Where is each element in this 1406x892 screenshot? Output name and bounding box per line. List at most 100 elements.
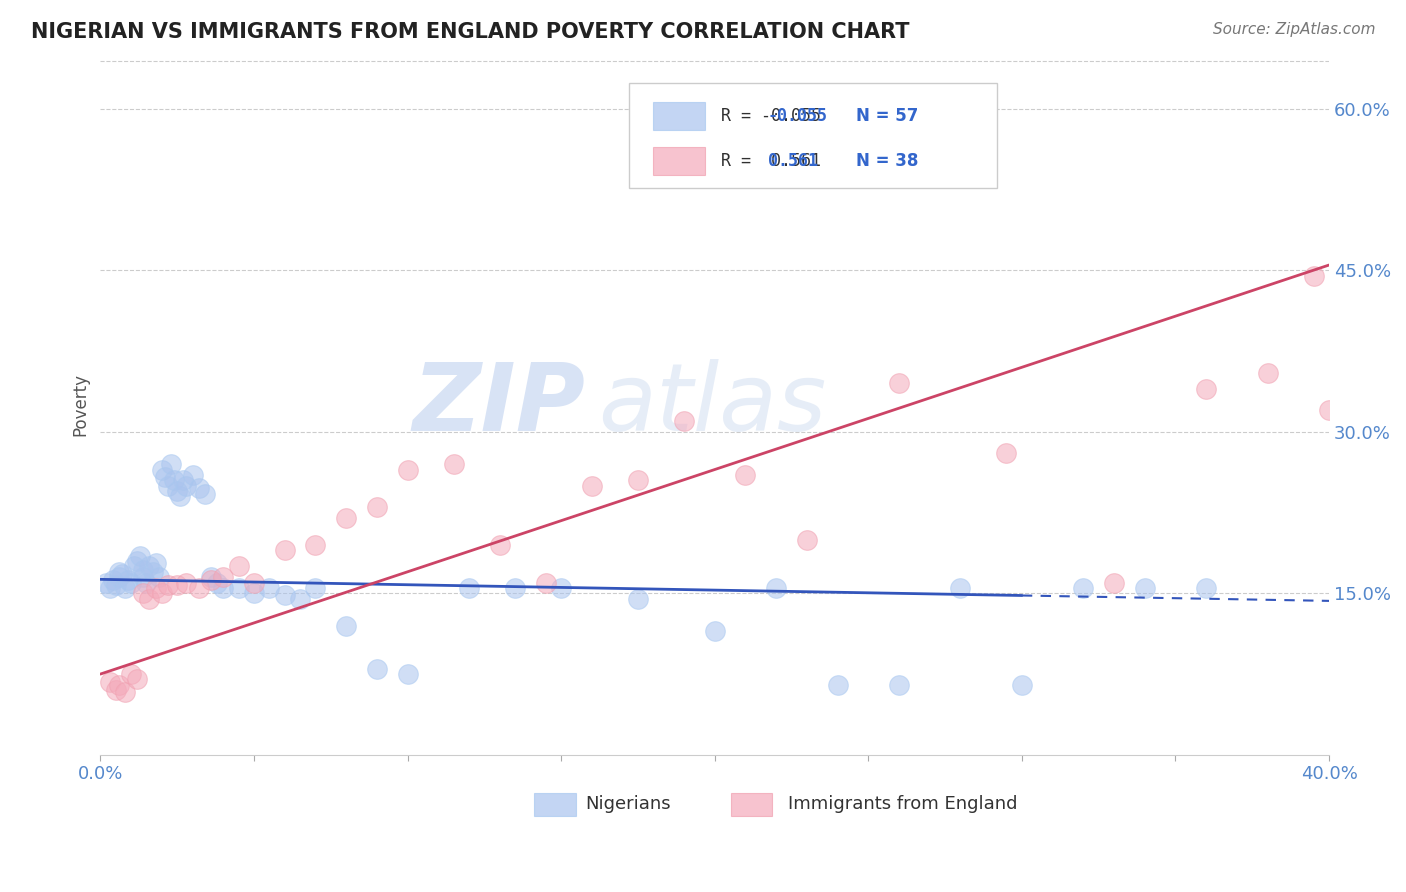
Text: NIGERIAN VS IMMIGRANTS FROM ENGLAND POVERTY CORRELATION CHART: NIGERIAN VS IMMIGRANTS FROM ENGLAND POVE… bbox=[31, 22, 910, 42]
Text: -0.055: -0.055 bbox=[768, 107, 828, 125]
Point bbox=[243, 586, 266, 600]
Y-axis label: Poverty: Poverty bbox=[72, 374, 89, 436]
Point bbox=[156, 578, 179, 592]
Point bbox=[550, 581, 572, 595]
FancyBboxPatch shape bbox=[731, 793, 772, 815]
Point bbox=[503, 581, 526, 595]
Point bbox=[169, 490, 191, 504]
Point bbox=[160, 457, 183, 471]
Point bbox=[132, 563, 155, 577]
Point bbox=[534, 575, 557, 590]
Text: R =  0.561: R = 0.561 bbox=[721, 153, 821, 170]
FancyBboxPatch shape bbox=[654, 102, 704, 130]
Point bbox=[145, 581, 167, 595]
Point bbox=[114, 581, 136, 595]
Point bbox=[111, 566, 134, 581]
Point bbox=[1257, 366, 1279, 380]
Point bbox=[273, 589, 295, 603]
Point bbox=[366, 662, 388, 676]
Point bbox=[335, 511, 357, 525]
FancyBboxPatch shape bbox=[534, 793, 576, 815]
Point bbox=[104, 578, 127, 592]
FancyBboxPatch shape bbox=[628, 83, 997, 188]
Point bbox=[1133, 581, 1156, 595]
Point bbox=[200, 574, 222, 588]
Point bbox=[212, 570, 235, 584]
Point bbox=[142, 565, 165, 579]
Point bbox=[117, 574, 139, 588]
Text: N = 38: N = 38 bbox=[856, 153, 918, 170]
Point bbox=[127, 673, 149, 687]
Point bbox=[114, 685, 136, 699]
Point bbox=[627, 591, 650, 606]
Text: Immigrants from England: Immigrants from England bbox=[789, 795, 1018, 813]
Point bbox=[949, 581, 972, 595]
Point bbox=[153, 470, 176, 484]
Point bbox=[150, 586, 173, 600]
Point bbox=[166, 578, 188, 592]
Point bbox=[98, 581, 121, 595]
Point bbox=[887, 678, 910, 692]
Point bbox=[107, 565, 129, 579]
Point bbox=[107, 678, 129, 692]
Point bbox=[228, 581, 250, 595]
Point bbox=[887, 376, 910, 391]
Point bbox=[765, 581, 787, 595]
Point bbox=[581, 479, 603, 493]
Point bbox=[995, 446, 1018, 460]
Point bbox=[138, 559, 160, 574]
Point bbox=[120, 575, 142, 590]
Point bbox=[194, 487, 217, 501]
Point bbox=[176, 479, 198, 493]
Point bbox=[335, 618, 357, 632]
Point bbox=[458, 581, 481, 595]
Text: 0.561: 0.561 bbox=[768, 153, 817, 170]
Point bbox=[132, 586, 155, 600]
FancyBboxPatch shape bbox=[654, 147, 704, 176]
Point bbox=[205, 575, 228, 590]
Point bbox=[122, 559, 145, 574]
Point bbox=[443, 457, 465, 471]
Point bbox=[176, 575, 198, 590]
Point bbox=[104, 683, 127, 698]
Point bbox=[166, 484, 188, 499]
Point bbox=[273, 543, 295, 558]
Point bbox=[259, 581, 281, 595]
Point bbox=[172, 473, 194, 487]
Point bbox=[98, 674, 121, 689]
Point bbox=[1102, 575, 1125, 590]
Point bbox=[148, 570, 170, 584]
Point bbox=[304, 538, 326, 552]
Point bbox=[703, 624, 725, 638]
Text: ZIP: ZIP bbox=[413, 359, 586, 451]
Point bbox=[132, 570, 155, 584]
Point bbox=[1011, 678, 1033, 692]
Point bbox=[138, 591, 160, 606]
Point bbox=[366, 500, 388, 515]
Point bbox=[304, 581, 326, 595]
Point bbox=[827, 678, 849, 692]
Point bbox=[734, 467, 756, 482]
Text: R = -0.055: R = -0.055 bbox=[721, 107, 821, 125]
Point bbox=[672, 414, 695, 428]
Point bbox=[1195, 581, 1218, 595]
Point bbox=[627, 473, 650, 487]
Point bbox=[127, 554, 149, 568]
Point bbox=[120, 667, 142, 681]
Point bbox=[228, 559, 250, 574]
Point bbox=[96, 575, 118, 590]
Point bbox=[288, 591, 311, 606]
Point bbox=[212, 581, 235, 595]
Point bbox=[396, 462, 419, 476]
Point bbox=[156, 479, 179, 493]
Point bbox=[187, 481, 209, 495]
Point bbox=[396, 667, 419, 681]
Point bbox=[1195, 382, 1218, 396]
Point bbox=[150, 462, 173, 476]
Point bbox=[187, 581, 209, 595]
Text: Source: ZipAtlas.com: Source: ZipAtlas.com bbox=[1212, 22, 1375, 37]
Text: Nigerians: Nigerians bbox=[586, 795, 671, 813]
Point bbox=[243, 575, 266, 590]
Point bbox=[163, 473, 186, 487]
Point bbox=[1317, 403, 1340, 417]
